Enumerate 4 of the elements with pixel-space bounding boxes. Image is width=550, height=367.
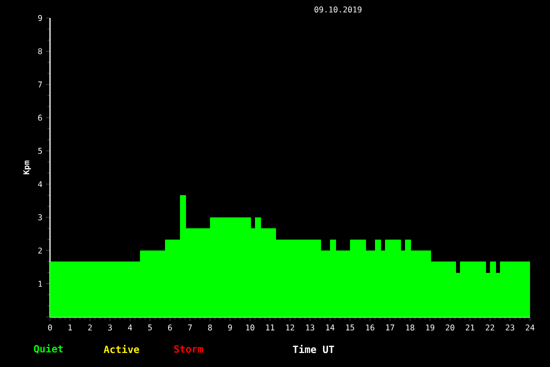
text: Active bbox=[104, 344, 140, 354]
text: Quiet bbox=[34, 344, 63, 354]
x-axis-title: Time UT bbox=[292, 344, 334, 354]
text: Storm bbox=[174, 345, 204, 353]
